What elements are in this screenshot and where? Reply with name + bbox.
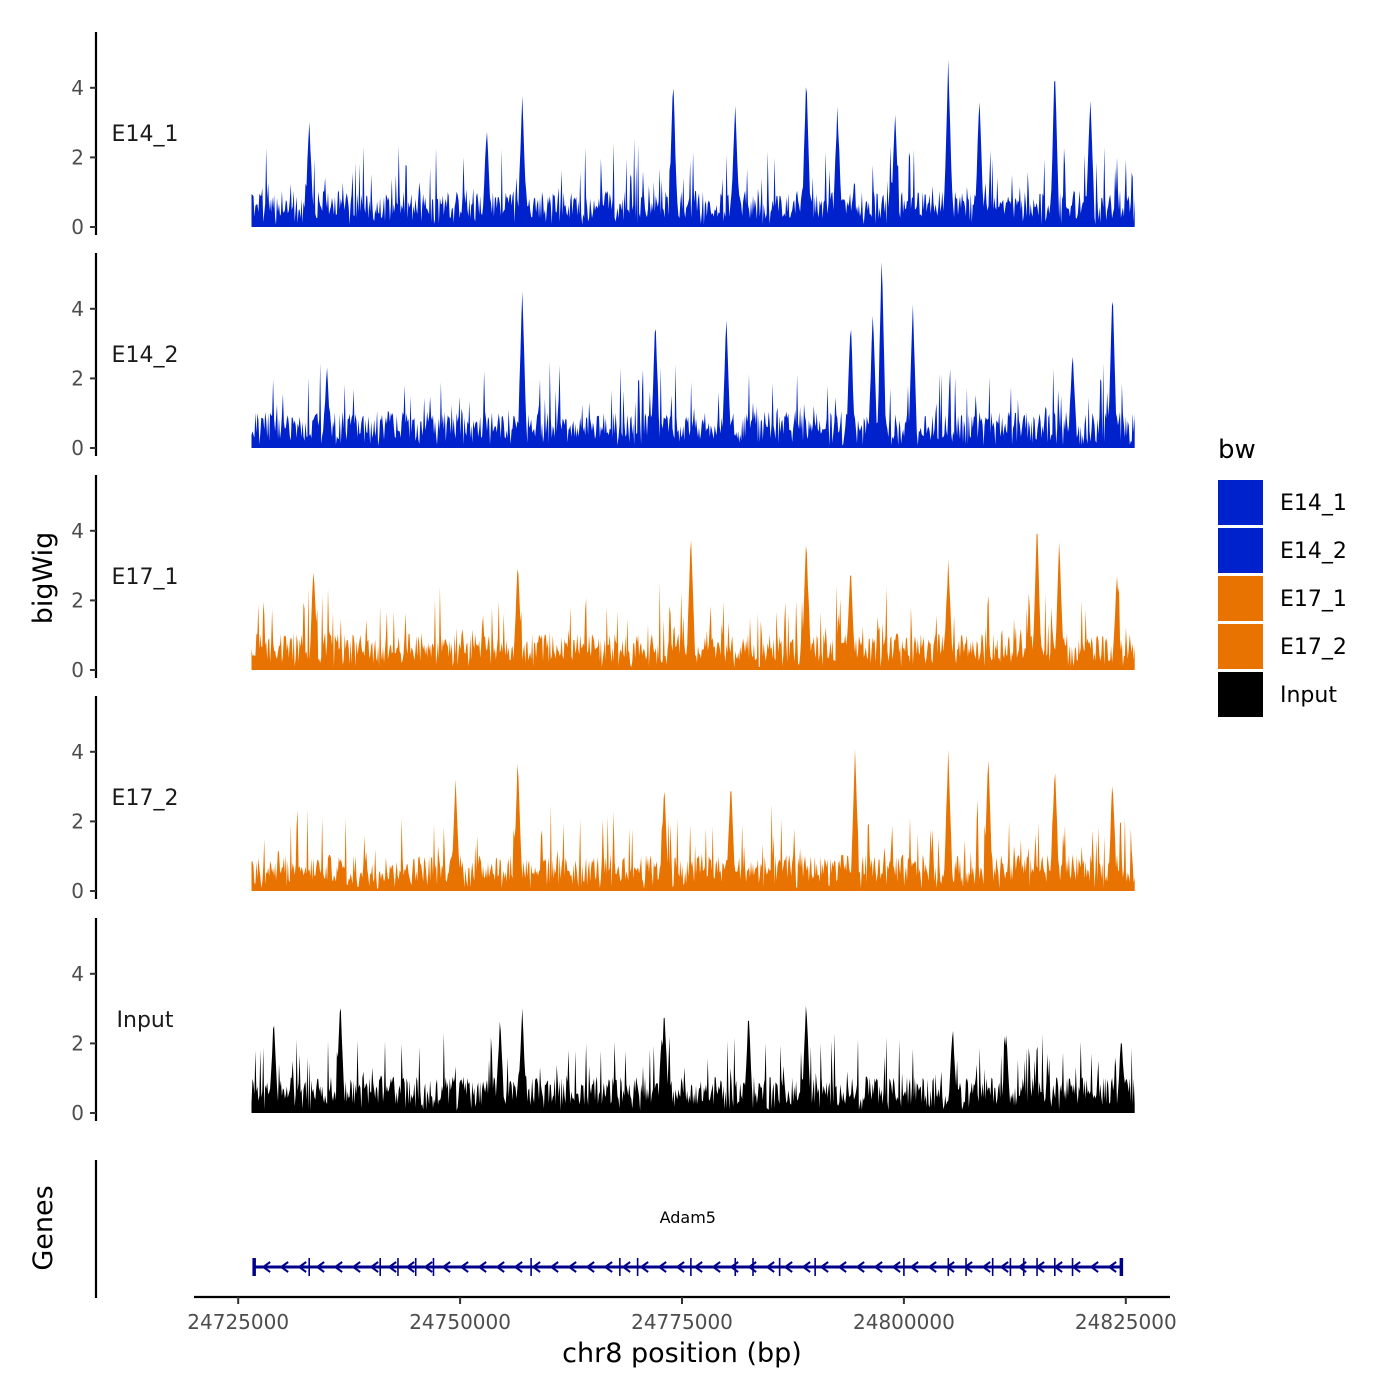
legend-swatch-e17-2 xyxy=(1218,624,1263,669)
strand-arrow xyxy=(405,1261,415,1273)
y-tick-label: 0 xyxy=(71,1101,84,1125)
strand-arrow xyxy=(747,1261,757,1273)
strand-arrow xyxy=(513,1261,523,1273)
coverage-area-input xyxy=(251,1005,1135,1113)
x-axis-title: chr8 position (bp) xyxy=(562,1338,802,1369)
legend-swatch-e14-2 xyxy=(1218,528,1263,573)
strand-arrow xyxy=(981,1261,991,1273)
strand-arrow xyxy=(585,1261,595,1273)
y-tick-label: 0 xyxy=(71,436,84,460)
y-tick-label: 4 xyxy=(71,962,84,986)
track-label: E17_2 xyxy=(112,786,179,811)
strand-arrow xyxy=(927,1261,937,1273)
strand-arrow xyxy=(333,1261,343,1273)
x-axis: 24725000 24750000 24775000 24800000 24825000 xyxy=(187,1295,1177,1334)
y-tick-label: 2 xyxy=(71,145,84,169)
legend-title: bw xyxy=(1218,435,1256,465)
strand-arrow xyxy=(801,1261,811,1273)
strand-arrow xyxy=(873,1261,883,1273)
strand-arrow xyxy=(315,1261,325,1273)
y-tick-label: 2 xyxy=(71,1031,84,1055)
strand-arrow xyxy=(459,1261,469,1273)
genes-axis-title: Genes xyxy=(28,1185,59,1270)
strand-arrow xyxy=(675,1261,685,1273)
strand-arrow xyxy=(837,1261,847,1273)
strand-arrow xyxy=(963,1261,973,1273)
y-tick-label: 4 xyxy=(71,297,84,321)
legend-label: E14_2 xyxy=(1280,539,1347,564)
strand-arrow xyxy=(603,1261,613,1273)
y-tick-label: 4 xyxy=(71,519,84,543)
strand-arrow xyxy=(279,1261,289,1273)
strand-arrow xyxy=(1107,1261,1117,1273)
x-tick-label: 24800000 xyxy=(853,1310,955,1334)
strand-arrow xyxy=(531,1261,541,1273)
x-tick-label: 24725000 xyxy=(187,1310,289,1334)
coverage-area-e17-1 xyxy=(251,533,1135,670)
y-tick-label: 2 xyxy=(71,809,84,833)
strand-arrow xyxy=(855,1261,865,1273)
strand-arrow xyxy=(621,1261,631,1273)
strand-arrow xyxy=(369,1261,379,1273)
strand-arrow xyxy=(999,1261,1009,1273)
strand-arrow xyxy=(909,1261,919,1273)
strand-arrow xyxy=(549,1261,559,1273)
coverage-area-e14-1 xyxy=(251,59,1135,227)
y-tick-label: 2 xyxy=(71,588,84,612)
track-e14-2: 0 2 4 E14_2 xyxy=(71,253,1135,460)
legend-label: Input xyxy=(1280,683,1337,708)
gene-label: Adam5 xyxy=(660,1208,716,1227)
strand-arrow xyxy=(819,1261,829,1273)
track-label: E17_1 xyxy=(112,565,179,590)
track-input: 0 2 4 Input xyxy=(71,918,1135,1125)
strand-arrow xyxy=(495,1261,505,1273)
legend-label: E14_1 xyxy=(1280,491,1347,516)
strand-arrow xyxy=(297,1261,307,1273)
y-tick-label: 0 xyxy=(71,658,84,682)
strand-arrow xyxy=(693,1261,703,1273)
y-tick-label: 4 xyxy=(71,76,84,100)
strand-arrow xyxy=(387,1261,397,1273)
strand-arrow xyxy=(765,1261,775,1273)
genes-panel: Adam5 xyxy=(94,1160,1124,1298)
track-e17-2: 0 2 4 E17_2 xyxy=(71,696,1135,903)
strand-arrow xyxy=(351,1261,361,1273)
strand-arrow xyxy=(567,1261,577,1273)
strand-arrow xyxy=(711,1261,721,1273)
x-tick-label: 24750000 xyxy=(409,1310,511,1334)
y-tick-label: 2 xyxy=(71,366,84,390)
legend-swatch-e14-1 xyxy=(1218,480,1263,525)
y-axis-title: bigWig xyxy=(28,532,59,625)
strand-arrow xyxy=(783,1261,793,1273)
strand-arrow xyxy=(945,1261,955,1273)
track-label: E14_2 xyxy=(112,343,179,368)
strand-arrow xyxy=(657,1261,667,1273)
strand-arrow xyxy=(477,1261,487,1273)
x-tick-label: 24825000 xyxy=(1075,1310,1177,1334)
y-tick-label: 0 xyxy=(71,879,84,903)
legend: bw E14_1 E14_2 E17_1 E17_2 Input xyxy=(1218,435,1347,717)
coverage-area-e14-2 xyxy=(251,261,1135,448)
strand-arrow xyxy=(441,1261,451,1273)
bigwig-tracks: 0 2 4 E14_1 0 2 4 E14_2 0 2 4 E17_1 0 2 4 E17_2 0 2 4 Input xyxy=(71,32,1135,1125)
y-tick-label: 4 xyxy=(71,740,84,764)
legend-swatch-e17-1 xyxy=(1218,576,1263,621)
track-label: Input xyxy=(117,1008,174,1033)
gene-adam5: Adam5 xyxy=(252,1208,1124,1276)
track-label: E14_1 xyxy=(112,122,179,147)
strand-arrow xyxy=(1089,1261,1099,1273)
strand-arrow xyxy=(261,1261,271,1273)
strand-arrow xyxy=(639,1261,649,1273)
legend-label: E17_2 xyxy=(1280,635,1347,660)
strand-arrow xyxy=(423,1261,433,1273)
legend-label: E17_1 xyxy=(1280,587,1347,612)
track-e17-1: 0 2 4 E17_1 xyxy=(71,475,1135,682)
strand-arrow xyxy=(891,1261,901,1273)
coverage-area-e17-2 xyxy=(251,748,1135,891)
track-e14-1: 0 2 4 E14_1 xyxy=(71,32,1135,239)
x-tick-label: 24775000 xyxy=(631,1310,733,1334)
y-tick-label: 0 xyxy=(71,215,84,239)
legend-swatch-input xyxy=(1218,672,1263,717)
